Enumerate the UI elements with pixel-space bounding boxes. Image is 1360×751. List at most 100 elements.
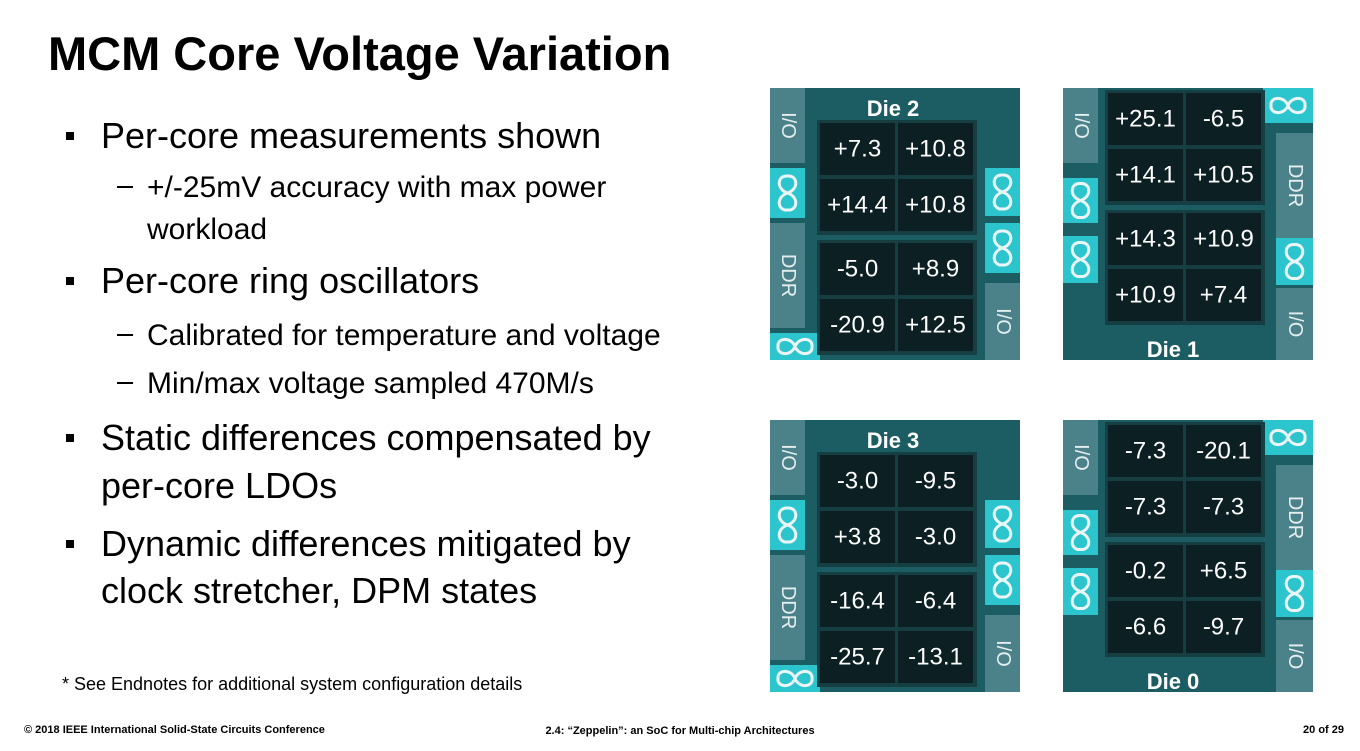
sub-bullet-text: Calibrated for temperature and voltage bbox=[147, 319, 661, 352]
core-voltage: -7.3 bbox=[1125, 437, 1166, 464]
infinity-icon bbox=[992, 505, 1013, 543]
infinity-icon bbox=[1070, 573, 1091, 610]
interface-label: I/O bbox=[777, 444, 799, 471]
core-cell bbox=[898, 511, 973, 563]
core-cell bbox=[1108, 481, 1183, 533]
core-voltage: -6.5 bbox=[1203, 105, 1244, 132]
core-cell bbox=[820, 455, 895, 507]
interface-box bbox=[1063, 88, 1098, 163]
core-cell bbox=[898, 243, 973, 295]
core-cell bbox=[1186, 93, 1261, 145]
core-voltage: +14.1 bbox=[1115, 161, 1176, 188]
core-cell bbox=[820, 179, 895, 231]
die-name: Die 3 bbox=[867, 428, 920, 453]
core-cell bbox=[1108, 213, 1183, 265]
core-voltage: -7.3 bbox=[1125, 493, 1166, 520]
sub-bullet-text: Min/max voltage sampled 470M/s bbox=[147, 367, 594, 400]
slide-title: MCM Core Voltage Variation bbox=[48, 27, 671, 80]
bullet-text: per-core LDOs bbox=[101, 465, 337, 506]
sub-bullet-text: workload bbox=[146, 213, 267, 246]
infinity-icon bbox=[992, 173, 1013, 211]
interface-box bbox=[1276, 133, 1313, 238]
die: I/O DDR I/O Die 1 +25.1 -6.5 +14.1 +10.5 +14.3 +1… bbox=[1063, 88, 1313, 362]
interface-box bbox=[770, 88, 805, 163]
core-cell bbox=[898, 123, 973, 175]
core-voltage: +10.9 bbox=[1193, 225, 1254, 252]
interface-box bbox=[1276, 288, 1313, 360]
core-voltage: -9.7 bbox=[1203, 613, 1244, 640]
infinity-icon bbox=[1269, 428, 1307, 447]
bullet-text: clock stretcher, DPM states bbox=[101, 570, 537, 611]
core-cell bbox=[1186, 601, 1261, 653]
core-voltage: -16.4 bbox=[830, 587, 885, 614]
core-voltage: -6.6 bbox=[1125, 613, 1166, 640]
interface-label: DDR bbox=[777, 586, 799, 629]
core-voltage: -3.0 bbox=[837, 467, 878, 494]
die-name: Die 1 bbox=[1147, 337, 1200, 362]
core-cell bbox=[820, 123, 895, 175]
bullet-marker bbox=[66, 132, 74, 140]
core-cell bbox=[1186, 545, 1261, 597]
core-voltage: +25.1 bbox=[1115, 105, 1176, 132]
core-voltage: -7.3 bbox=[1203, 493, 1244, 520]
infinity-icon bbox=[776, 669, 814, 688]
die: I/O DDR I/O Die 0 -7.3 -20.1 -7.3 -7.3 -0.2 +6.5 -… bbox=[1063, 420, 1313, 694]
die: I/O DDR I/O Die 3 -3.0 -9.5 +3.8 -3.0 -16.4 -6.4 -… bbox=[770, 420, 1020, 692]
interface-label: I/O bbox=[1284, 311, 1306, 338]
bullet-text: Per-core measurements shown bbox=[101, 115, 601, 156]
interface-box bbox=[770, 223, 805, 328]
core-voltage: +12.5 bbox=[905, 311, 966, 338]
infinity-icon bbox=[1070, 182, 1091, 219]
infinity-icon bbox=[1070, 514, 1091, 551]
interface-label: DDR bbox=[777, 254, 799, 297]
core-voltage: -3.0 bbox=[915, 523, 956, 550]
sub-bullet-text: +/-25mV accuracy with max power bbox=[147, 171, 606, 204]
core-cell bbox=[1108, 149, 1183, 201]
interface-box bbox=[1063, 420, 1098, 495]
interface-label: I/O bbox=[777, 112, 799, 139]
infinity-icon bbox=[777, 506, 798, 544]
bullet-marker bbox=[66, 434, 74, 442]
core-voltage: -20.1 bbox=[1196, 437, 1251, 464]
core-cell bbox=[1186, 149, 1261, 201]
core-voltage: +10.8 bbox=[905, 191, 966, 218]
bullet-marker bbox=[66, 540, 74, 548]
footnote: * See Endnotes for additional system con… bbox=[62, 674, 522, 694]
core-voltage: -0.2 bbox=[1125, 557, 1166, 584]
core-cell bbox=[1108, 93, 1183, 145]
core-cell bbox=[898, 299, 973, 351]
core-voltage: -13.1 bbox=[908, 643, 963, 670]
core-cell bbox=[1108, 425, 1183, 477]
core-voltage: +10.5 bbox=[1193, 161, 1254, 188]
core-cell bbox=[820, 575, 895, 627]
infinity-icon bbox=[1269, 96, 1307, 115]
interface-label: I/O bbox=[1070, 112, 1092, 139]
core-voltage: -9.5 bbox=[915, 467, 956, 494]
footer-center: 2.4: “Zeppelin”: an SoC for Multi-chip A… bbox=[545, 725, 814, 737]
interface-box bbox=[770, 555, 805, 660]
interface-box bbox=[985, 615, 1020, 692]
infinity-icon bbox=[992, 229, 1013, 267]
bullet-text: Static differences compensated by bbox=[101, 417, 651, 458]
infinity-icon bbox=[777, 174, 798, 212]
infinity-icon bbox=[776, 337, 814, 356]
die-name: Die 2 bbox=[867, 96, 920, 121]
interface-box bbox=[1276, 465, 1313, 570]
interface-box bbox=[770, 420, 805, 495]
bullet-text: Per-core ring oscillators bbox=[101, 260, 479, 301]
bullet-marker bbox=[66, 277, 74, 285]
core-cell bbox=[1186, 269, 1261, 321]
die: I/O DDR I/O Die 2 +7.3 +10.8 +14.4 +10.8 -5.0 +8.… bbox=[770, 88, 1020, 360]
interface-label: I/O bbox=[992, 308, 1014, 335]
core-cell bbox=[898, 575, 973, 627]
core-cell bbox=[1108, 601, 1183, 653]
interface-label: I/O bbox=[1070, 444, 1092, 471]
core-cell bbox=[1108, 545, 1183, 597]
core-cell bbox=[820, 631, 895, 683]
interface-label: DDR bbox=[1284, 496, 1306, 539]
core-voltage: +3.8 bbox=[834, 523, 881, 550]
core-cell bbox=[1186, 213, 1261, 265]
core-cell bbox=[898, 455, 973, 507]
interface-box bbox=[1276, 620, 1313, 692]
core-cell bbox=[820, 299, 895, 351]
